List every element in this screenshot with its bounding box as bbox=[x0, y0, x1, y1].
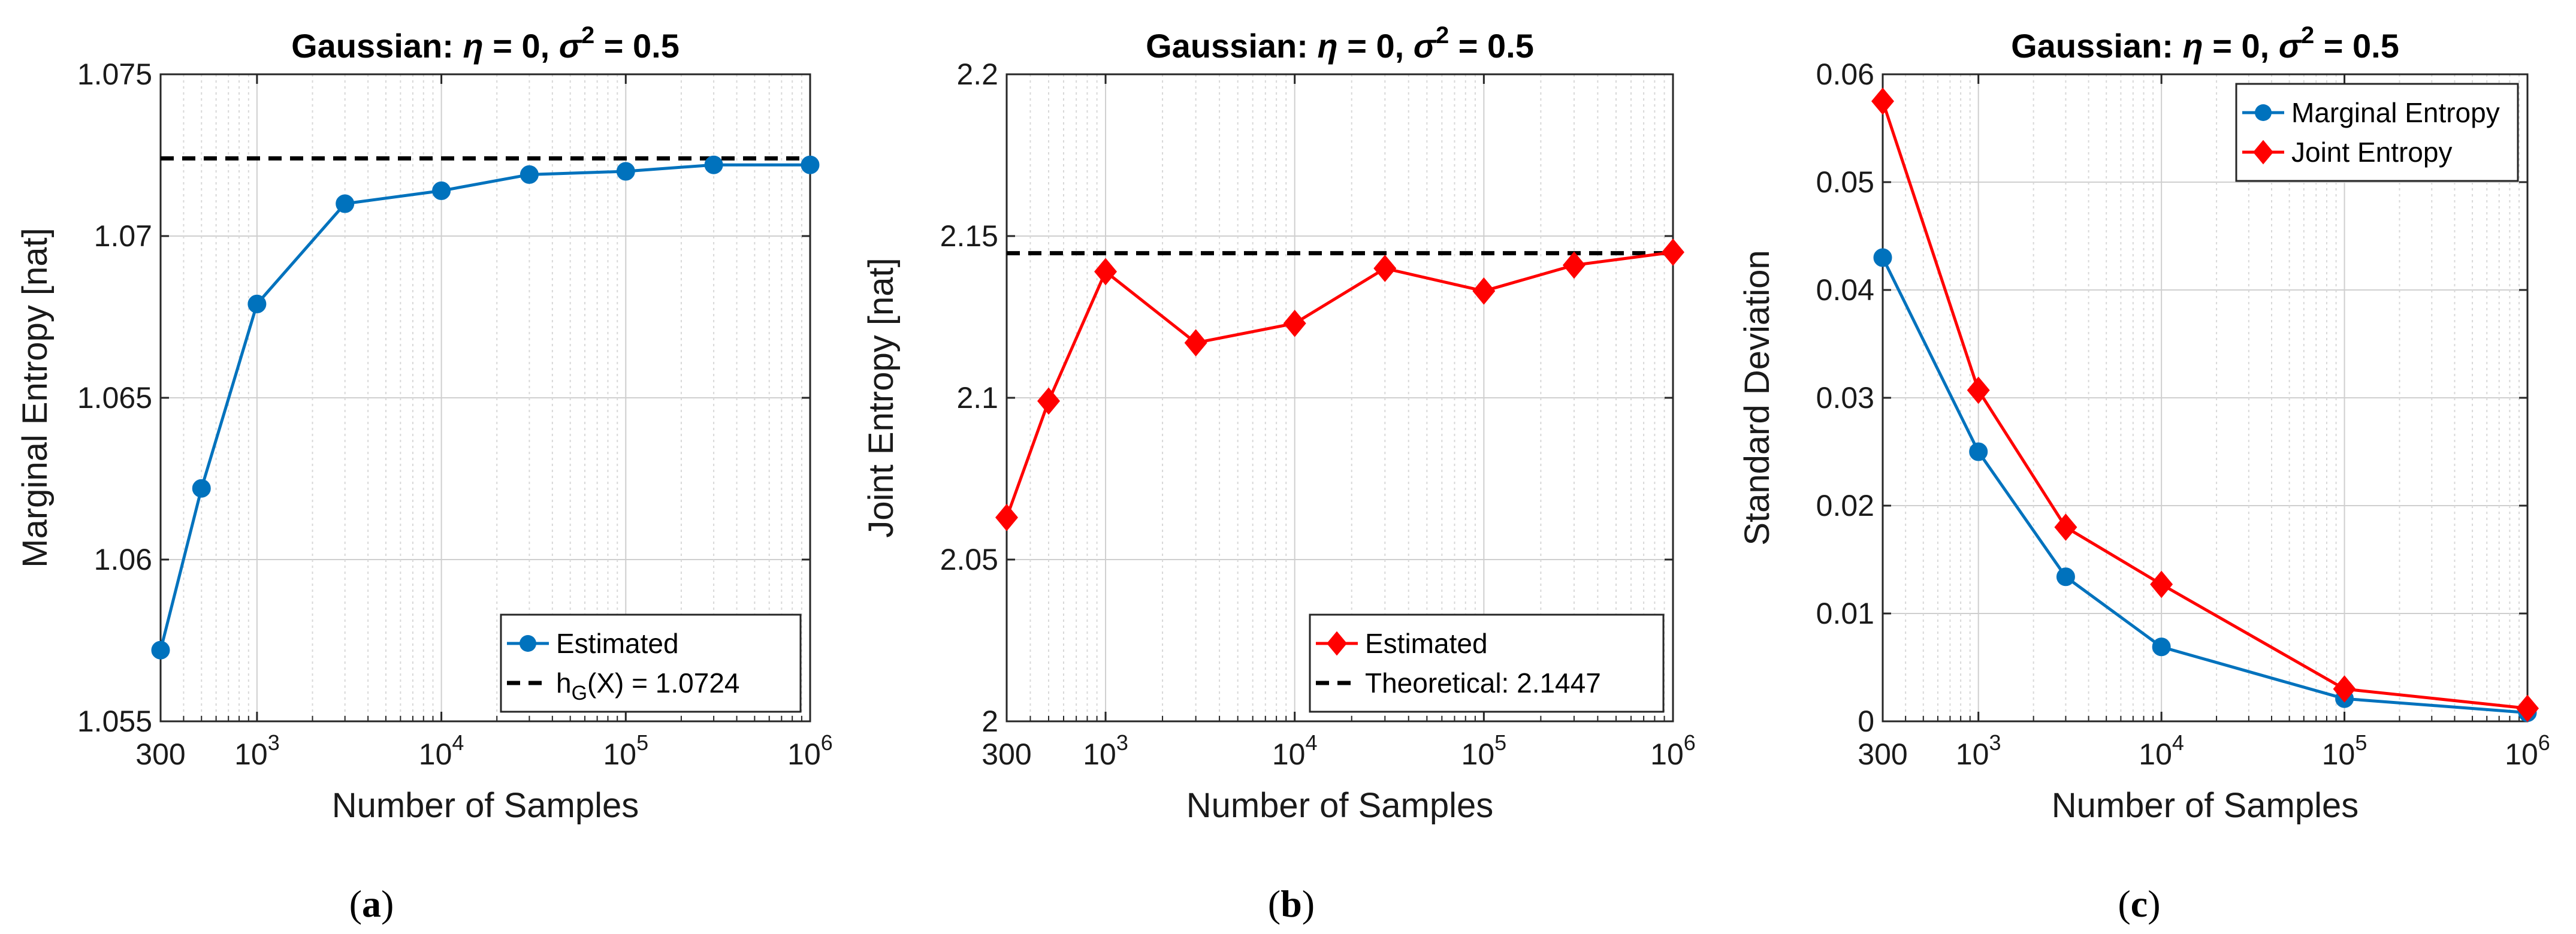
data-point bbox=[151, 640, 170, 660]
x-tick-label: 103 bbox=[1083, 730, 1128, 771]
y-tick-label: 0.06 bbox=[1816, 58, 1874, 91]
data-point bbox=[1472, 277, 1496, 305]
y-tick-label: 0.05 bbox=[1816, 165, 1874, 199]
legend-box bbox=[500, 613, 802, 713]
legend: Estimated Theoretical: 2.1447 bbox=[1309, 613, 1665, 713]
y-tick-label: 1.06 bbox=[94, 543, 152, 576]
x-tick-label: 104 bbox=[1272, 730, 1318, 771]
y-axis-label: Standard Deviation bbox=[1738, 250, 1777, 545]
y-tick-label: 0.02 bbox=[1816, 489, 1874, 522]
legend-swatch-marker bbox=[520, 635, 536, 652]
x-axis-label: Number of Samples bbox=[1186, 786, 1494, 825]
data-point bbox=[1283, 310, 1306, 337]
x-tick-label: 106 bbox=[2505, 730, 2550, 771]
data-point bbox=[1873, 248, 1892, 267]
chart-b: 2 2.05 2.1 2.15 2.2 300 103 104 105 106 Gaussian: … bbox=[862, 22, 1696, 925]
x-tick-label: 105 bbox=[603, 730, 648, 771]
y-tick-label: 1.055 bbox=[77, 705, 152, 738]
x-tick-label: 104 bbox=[419, 730, 464, 771]
y-tick-label: 2.05 bbox=[940, 543, 998, 576]
y-tick-label: 2.2 bbox=[956, 58, 998, 91]
x-tick-label: 300 bbox=[982, 737, 1031, 771]
y-tick-label: 1.07 bbox=[94, 219, 152, 253]
data-point bbox=[2054, 513, 2077, 541]
data-point bbox=[2150, 570, 2173, 599]
chart-c: 0 0.01 0.02 0.03 0.04 0.05 0.06 300 103 104 105 106… bbox=[1738, 22, 2550, 925]
legend-box bbox=[1309, 613, 1665, 713]
legend-entry-label: hG(X) = 1.0724 bbox=[556, 667, 739, 705]
data-point bbox=[1662, 238, 1684, 266]
y-tick-label: 0.04 bbox=[1816, 273, 1874, 307]
data-point bbox=[1871, 87, 1894, 115]
x-tick-label: 106 bbox=[1650, 730, 1696, 771]
series-line-marginal-entropy bbox=[1881, 256, 2528, 715]
data-point bbox=[2152, 637, 2171, 657]
legend-entry-label: Joint Entropy bbox=[2291, 137, 2452, 168]
chart-title: Gaussian: η = 0, σ2 = 0.5 bbox=[1146, 22, 1534, 65]
legend-box bbox=[2235, 83, 2519, 182]
y-tick-label: 2.15 bbox=[940, 219, 998, 253]
data-point bbox=[2056, 567, 2075, 587]
x-axis-label: Number of Samples bbox=[2052, 786, 2359, 825]
legend-entry-label: Estimated bbox=[1365, 628, 1488, 659]
data-point bbox=[192, 479, 211, 498]
data-point bbox=[1562, 251, 1586, 279]
data-point bbox=[1184, 329, 1207, 356]
y-tick-label: 2.1 bbox=[956, 381, 998, 415]
data-point bbox=[1373, 255, 1397, 282]
legend-entry-label: Marginal Entropy bbox=[2291, 97, 2500, 128]
x-tick-label: 104 bbox=[2139, 730, 2184, 771]
data-point bbox=[995, 504, 1018, 531]
data-point bbox=[2333, 675, 2356, 703]
data-point bbox=[704, 155, 723, 174]
x-tick-label: 105 bbox=[2322, 730, 2367, 771]
panel-caption: (c) bbox=[2118, 882, 2160, 925]
y-tick-label: 1.065 bbox=[77, 381, 152, 415]
series-line-joint-entropy bbox=[1881, 101, 2528, 710]
x-tick-label: 105 bbox=[1461, 730, 1507, 771]
legend: Estimated hG(X) = 1.0724 bbox=[500, 613, 802, 713]
chart-title: Gaussian: η = 0, σ2 = 0.5 bbox=[291, 22, 680, 65]
data-point bbox=[1969, 442, 1988, 461]
y-tick-label: 0.03 bbox=[1816, 381, 1874, 415]
chart-a: 1.055 1.06 1.065 1.07 1.075 300 103 104 105 106 Ga… bbox=[16, 22, 833, 925]
data-point bbox=[247, 294, 267, 313]
y-axis-label: Marginal Entropy [nat] bbox=[16, 228, 55, 567]
data-point bbox=[2516, 694, 2539, 723]
x-tick-label: 300 bbox=[1858, 737, 1907, 771]
legend: Marginal Entropy Joint Entropy bbox=[2235, 83, 2519, 182]
panel-caption: (b) bbox=[1268, 882, 1315, 925]
data-point bbox=[1967, 376, 1990, 404]
legend-swatch-marker bbox=[1327, 631, 1347, 656]
data-point bbox=[336, 194, 355, 213]
y-tick-label: 2 bbox=[982, 705, 998, 738]
y-tick-label: 1.075 bbox=[77, 58, 152, 91]
x-tick-label: 300 bbox=[135, 737, 185, 771]
data-point bbox=[616, 162, 635, 181]
chart-title: Gaussian: η = 0, σ2 = 0.5 bbox=[2011, 22, 2399, 65]
data-point bbox=[801, 155, 820, 174]
panel-caption: (a) bbox=[349, 882, 394, 925]
x-tick-label: 106 bbox=[787, 730, 833, 771]
y-axis-label: Joint Entropy [nat] bbox=[862, 258, 901, 537]
legend-swatch-marker bbox=[2255, 104, 2272, 121]
legend-entry-label: Theoretical: 2.1447 bbox=[1365, 667, 1601, 699]
data-point bbox=[432, 181, 451, 200]
legend-entry-label: Estimated bbox=[556, 628, 679, 659]
x-tick-label: 103 bbox=[1956, 730, 2001, 771]
y-tick-label: 0.01 bbox=[1816, 597, 1874, 630]
data-point bbox=[1094, 258, 1118, 286]
data-point bbox=[520, 165, 539, 184]
data-point bbox=[1037, 387, 1061, 415]
legend-swatch-marker bbox=[2253, 140, 2273, 165]
x-axis-label: Number of Samples bbox=[332, 786, 639, 825]
x-tick-label: 103 bbox=[234, 730, 280, 771]
y-tick-label: 0 bbox=[1858, 705, 1874, 738]
